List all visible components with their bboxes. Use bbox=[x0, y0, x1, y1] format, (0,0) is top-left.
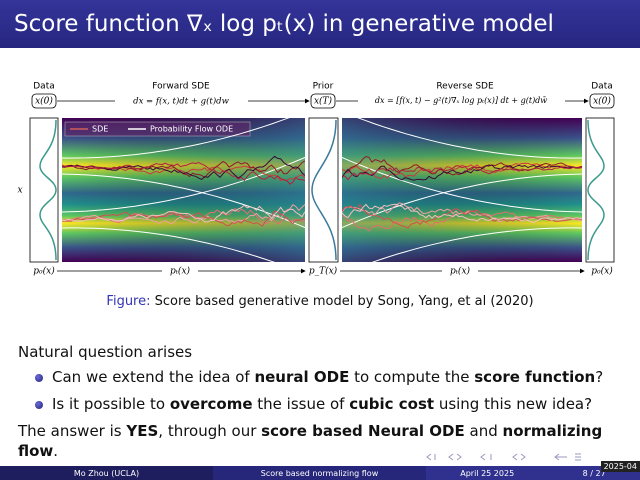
trajectory bbox=[62, 227, 276, 262]
caption-label: Figure: bbox=[106, 294, 151, 309]
caption-text: Score based generative model by Song, Ya… bbox=[154, 294, 534, 309]
figure-labels: Data Forward SDE Prior Reverse SDE Data … bbox=[17, 82, 613, 277]
column-label: Reverse SDE bbox=[436, 82, 494, 92]
timestamp-overlay: 2025-04 bbox=[600, 461, 640, 472]
bold-text: neural ODE bbox=[254, 368, 350, 386]
slide-title: Score function ∇ₓ log pₜ(x) in generativ… bbox=[14, 11, 554, 37]
state-box bbox=[31, 93, 57, 109]
bold-text: cubic cost bbox=[349, 395, 435, 413]
footer-date: April 25 2025 bbox=[460, 468, 515, 478]
state-box bbox=[310, 93, 336, 109]
trajectories bbox=[62, 118, 582, 262]
footer-right: April 25 2025 8 / 27 bbox=[426, 466, 640, 480]
caption: Figure: Score based generative model by … bbox=[0, 294, 640, 309]
trajectory bbox=[62, 204, 305, 223]
density-curve bbox=[311, 119, 337, 261]
bold-text: normalizing flow bbox=[18, 422, 603, 460]
density-box bbox=[585, 117, 615, 263]
equation: dx = [f(x, t) − g²(t)∇ₓ log pₜ(x)] dt + … bbox=[375, 96, 547, 105]
text-run: using this new idea? bbox=[434, 395, 593, 413]
density-label: p₀(x) bbox=[591, 266, 613, 277]
trajectory bbox=[342, 157, 582, 213]
text-run: The answer is bbox=[18, 422, 127, 440]
text-run: , through our bbox=[158, 422, 262, 440]
trajectory bbox=[357, 118, 582, 159]
legend-label: SDE bbox=[92, 125, 108, 134]
trajectory bbox=[342, 162, 582, 180]
trajectory bbox=[342, 164, 582, 181]
legend-box bbox=[64, 121, 251, 137]
bullet: Can we extend the idea of neural ODE to … bbox=[52, 368, 603, 386]
bullet-dot bbox=[35, 401, 43, 409]
text-run: Can we extend the idea of bbox=[52, 368, 255, 386]
column-label: Data bbox=[33, 82, 55, 92]
text-run: ? bbox=[595, 368, 604, 386]
forward-shade bbox=[62, 118, 305, 262]
density-box bbox=[29, 117, 59, 263]
density-label: p_T(x) bbox=[309, 266, 338, 277]
density-label: pₜ(x) bbox=[450, 266, 471, 277]
density-label: pₜ(x) bbox=[170, 266, 191, 277]
title-bar bbox=[0, 0, 640, 48]
bold-text: overcome bbox=[169, 395, 253, 413]
trajectory bbox=[342, 203, 582, 223]
bold-text: score based Neural ODE bbox=[261, 422, 465, 440]
figure: Data Forward SDE Prior Reverse SDE Data … bbox=[17, 82, 615, 277]
reverse-shade bbox=[342, 118, 582, 262]
equation: dx = f(x, t)dt + g(t)dw bbox=[133, 96, 229, 107]
text-run: the issue of bbox=[252, 395, 350, 413]
column-label: Prior bbox=[313, 82, 334, 92]
text-run: to compute the bbox=[349, 368, 475, 386]
state-label: x(0) bbox=[593, 96, 611, 107]
axis-label: x bbox=[17, 186, 22, 196]
figure-layout bbox=[29, 93, 615, 274]
density-label: p₀(x) bbox=[33, 266, 55, 277]
trajectory bbox=[62, 118, 290, 159]
state-label: x(0) bbox=[35, 96, 53, 107]
text-run: and bbox=[464, 422, 503, 440]
bold-text: YES bbox=[126, 422, 159, 440]
text-run: Is it possible to bbox=[52, 395, 170, 413]
footer: Mo Zhou (UCLA) Score based normalizing f… bbox=[0, 466, 640, 480]
trajectory bbox=[62, 210, 305, 227]
footer-page: 8 / 27 bbox=[582, 468, 606, 478]
answer-text: The answer is YES, through our score bas… bbox=[18, 421, 608, 461]
density-curve bbox=[587, 119, 605, 261]
legend-label: Probability Flow ODE bbox=[150, 125, 233, 134]
trajectory bbox=[371, 227, 582, 262]
nav-symbols bbox=[426, 453, 581, 461]
column-label: Forward SDE bbox=[152, 82, 210, 92]
trajectory bbox=[342, 165, 582, 181]
state-box bbox=[589, 93, 615, 109]
footer-author: Mo Zhou (UCLA) bbox=[0, 466, 213, 480]
state-label: x(T) bbox=[314, 96, 333, 107]
trajectory bbox=[342, 173, 582, 229]
density-curve bbox=[39, 119, 57, 261]
column-label: Data bbox=[591, 82, 613, 92]
bullet-dot bbox=[35, 374, 43, 382]
trajectory bbox=[62, 161, 305, 185]
text-run: . bbox=[53, 442, 59, 460]
footer-title: Score based normalizing flow bbox=[213, 466, 426, 480]
bullet: Is it possible to overcome the issue of … bbox=[52, 395, 592, 413]
lead-text: Natural question arises bbox=[18, 343, 193, 361]
trajectory bbox=[342, 203, 582, 229]
bold-text: score function bbox=[474, 368, 596, 386]
